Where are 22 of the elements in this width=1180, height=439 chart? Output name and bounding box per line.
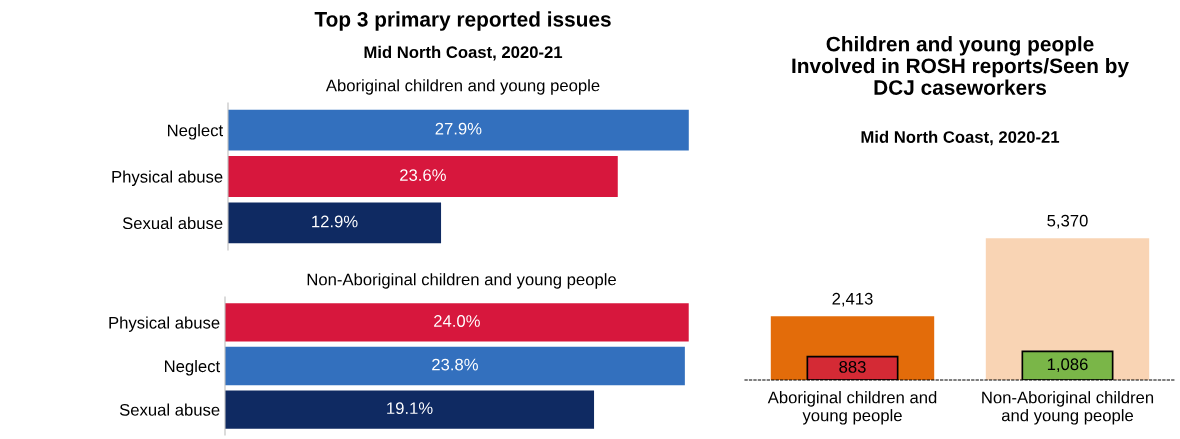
- data-label: 5,370: [1047, 214, 1088, 229]
- y-tick-label: Neglect: [165, 359, 221, 376]
- y-tick-label: Sexual abuse: [122, 216, 223, 230]
- chart-title: Top 3 primary reported issues: [314, 11, 611, 31]
- text: Non-Aboriginal children and young people: [307, 273, 616, 289]
- chart-subtitle: Mid North Coast, 2020-21: [364, 45, 563, 61]
- y-tick-label: Physical abuse: [112, 170, 223, 186]
- data-label: 883: [839, 361, 866, 373]
- chart-subtitle: Mid North Coast, 2020-21: [861, 130, 1060, 146]
- data-label: 2,413: [832, 292, 873, 307]
- y-tick-label: Sexual abuse: [119, 403, 220, 416]
- data-label: 27.9%: [435, 122, 482, 135]
- data-label: 23.6%: [400, 169, 446, 181]
- y-tick-label: Neglect: [168, 124, 224, 140]
- data-label: 1,086: [1047, 358, 1088, 373]
- data-label: 24.0%: [434, 315, 480, 327]
- data-label: 23.8%: [432, 358, 478, 371]
- y-tick-label: Physical abuse: [109, 316, 220, 332]
- data-label: 19.1%: [387, 402, 433, 415]
- chart-title: Children and young people Involved in ROSH reports/Seen by DCJ caseworkers: [792, 36, 1129, 95]
- text: Aboriginal children and young people: [325, 79, 600, 95]
- data-label: 12.9%: [312, 215, 358, 228]
